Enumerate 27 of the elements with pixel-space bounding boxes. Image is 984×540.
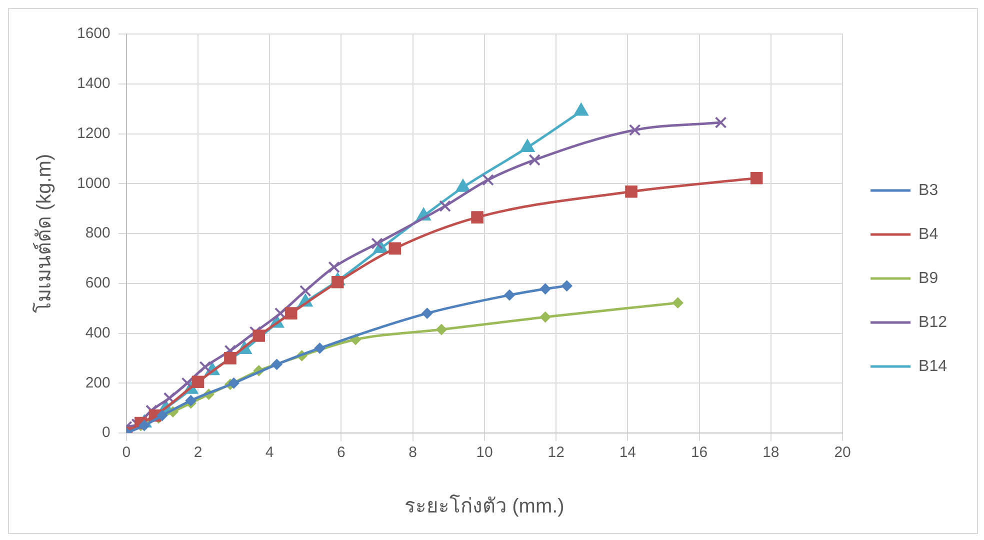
x-tick-label: 4 — [265, 444, 274, 462]
y-tick-label: 1600 — [76, 25, 110, 42]
y-tick-label: 400 — [85, 324, 110, 342]
x-tick-label: 14 — [619, 444, 636, 462]
x-tick-label: 12 — [548, 444, 564, 462]
x-tick-label: 6 — [337, 444, 346, 462]
y-axis-title: โมเมนต์ดัด (kg.m) — [32, 154, 56, 314]
y-tick-label: 1000 — [76, 174, 110, 192]
y-tick-label: 600 — [85, 274, 110, 292]
x-tick-label: 8 — [408, 444, 418, 462]
x-axis-title: ระยะโก่งตัว (mm.) — [404, 494, 564, 518]
y-tick-label: 0 — [102, 424, 110, 442]
legend-label: B3 — [918, 182, 938, 199]
y-tick-label: 200 — [85, 374, 110, 392]
x-tick-label: 10 — [476, 444, 493, 462]
x-tick-label: 16 — [690, 444, 708, 462]
y-tick-label: 1200 — [76, 124, 110, 142]
x-tick-label: 20 — [834, 444, 851, 462]
x-tick-label: 2 — [194, 444, 202, 462]
y-tick-label: 1400 — [76, 75, 110, 92]
legend-label: B14 — [918, 358, 948, 375]
legend-label: B12 — [918, 314, 948, 331]
legend-label: B4 — [918, 226, 938, 243]
x-tick-label: 18 — [762, 444, 780, 462]
y-tick-label: 800 — [85, 224, 110, 242]
x-tick-label: 0 — [122, 444, 131, 462]
legend-label: B9 — [918, 270, 938, 287]
